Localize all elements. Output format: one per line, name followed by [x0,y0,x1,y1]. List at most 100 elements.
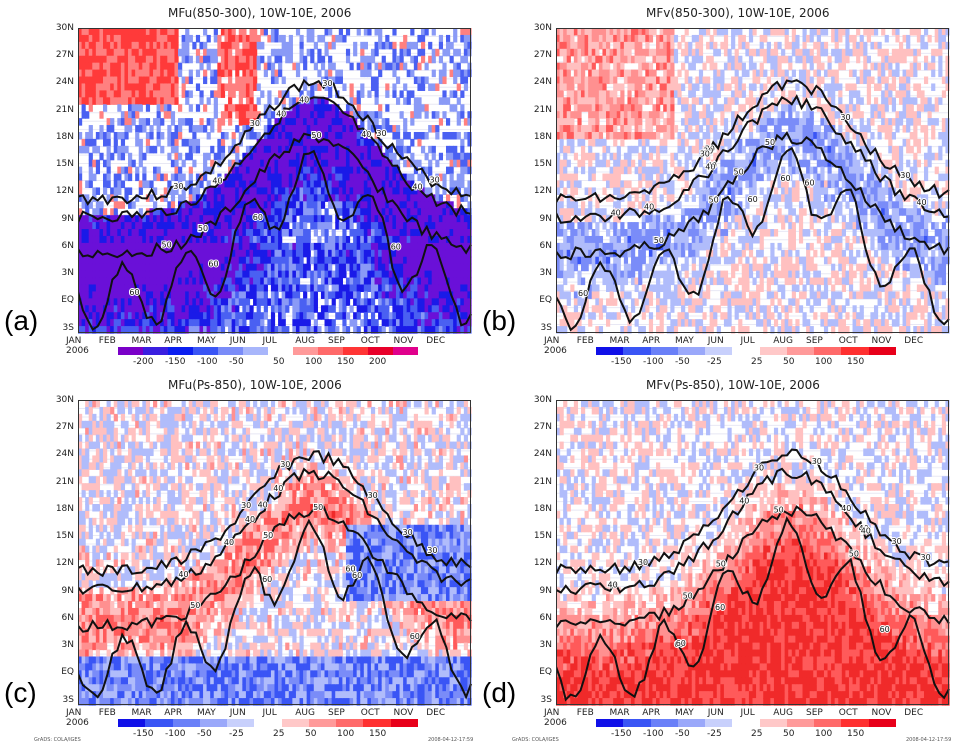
heatmap-cell [659,28,664,36]
heatmap-cell [367,145,372,154]
heatmap-cell [342,263,347,272]
heatmap-cell [117,34,122,43]
heatmap-cell [467,28,472,36]
heatmap-cell [595,28,600,36]
heatmap-cell [78,76,83,85]
heatmap-cell [556,166,561,175]
heatmap-cell [652,28,657,36]
heatmap-cell [577,131,582,140]
heatmap-cell [641,48,646,57]
heatmap-cell [370,138,376,147]
heatmap-cell [99,263,104,272]
heatmap-cell [153,222,158,230]
heatmap-cell [281,298,286,306]
heatmap-cell [138,145,143,154]
heatmap-cell [648,173,654,182]
heatmap-cell [253,166,258,175]
heatmap-cell [445,152,451,161]
heatmap-cell [631,270,636,279]
heatmap-cell [306,229,311,237]
heatmap-cell [374,173,379,182]
heatmap-cell [88,34,93,43]
heatmap-cell [156,138,161,147]
heatmap-cell [285,284,290,293]
heatmap-cell [627,69,632,78]
heatmap-cell [210,194,215,202]
heatmap-cell [288,34,293,43]
heatmap-cell [274,229,279,237]
heatmap-cell [167,83,172,91]
heatmap-cell [185,277,190,286]
heatmap-cell [188,319,193,327]
heatmap-cell [213,76,218,85]
heatmap-cell [195,83,201,91]
heatmap-cell [563,187,568,195]
heatmap-cell [570,263,575,272]
contour-label: 30 [173,182,183,191]
heatmap-cell [117,173,122,182]
heatmap-cell [163,277,168,286]
heatmap-cell [206,229,211,237]
heatmap-cell [588,235,593,244]
heatmap-cell [149,28,154,36]
heatmap-cell [438,277,444,286]
heatmap-cell [460,145,465,154]
heatmap-cell [113,145,118,154]
heatmap-cell [145,291,151,299]
heatmap-cell [345,55,351,64]
heatmap-cell [192,256,197,265]
heatmap-cell [641,194,646,202]
heatmap-cell [167,152,172,161]
heatmap-cell [160,41,165,50]
heatmap-cell [378,41,383,50]
heatmap-cell [456,111,461,119]
heatmap-cell [360,159,365,168]
heatmap-cell [670,256,675,265]
heatmap-cell [428,83,433,91]
heatmap-cell [420,263,426,272]
heatmap-cell [428,125,433,133]
heatmap-cell [467,319,472,327]
heatmap-cell [363,201,368,209]
heatmap-cell [153,97,158,105]
heatmap-cell [420,145,426,154]
heatmap-cell [267,97,272,105]
heatmap-cell [245,104,251,112]
heatmap-cell [270,69,276,78]
heatmap-cell [360,208,365,216]
heatmap-cell [238,249,243,258]
heatmap-cell [556,222,561,230]
heatmap-cell [99,326,104,334]
heatmap-cell [598,215,604,223]
heatmap-cell [342,319,347,327]
heatmap-cell [170,319,176,327]
heatmap-cell [88,69,93,78]
heatmap-cell [345,298,351,306]
heatmap-cell [442,298,447,306]
heatmap-cell [570,201,575,209]
heatmap-cell [110,298,115,306]
heatmap-cell [281,187,286,195]
heatmap-cell [627,48,632,57]
heatmap-cell [595,222,600,230]
heatmap-cell [199,208,204,216]
heatmap-cell [160,298,165,306]
heatmap-cell [260,256,265,265]
heatmap-cell [228,305,233,313]
heatmap-cell [598,235,604,244]
heatmap-cell [613,55,618,64]
heatmap-cell [588,138,593,147]
heatmap-cell [331,111,336,119]
heatmap-cell [206,326,211,334]
heatmap-cell [623,125,629,133]
heatmap-cell [360,263,365,272]
heatmap-cell [303,118,308,126]
heatmap-cell [663,291,668,299]
heatmap-cell [163,41,168,50]
heatmap-cell [673,319,679,327]
heatmap-cell [106,28,111,36]
heatmap-cell [281,90,286,98]
heatmap-cell [335,166,340,175]
heatmap-cell [192,125,197,133]
heatmap-cell [270,34,276,43]
